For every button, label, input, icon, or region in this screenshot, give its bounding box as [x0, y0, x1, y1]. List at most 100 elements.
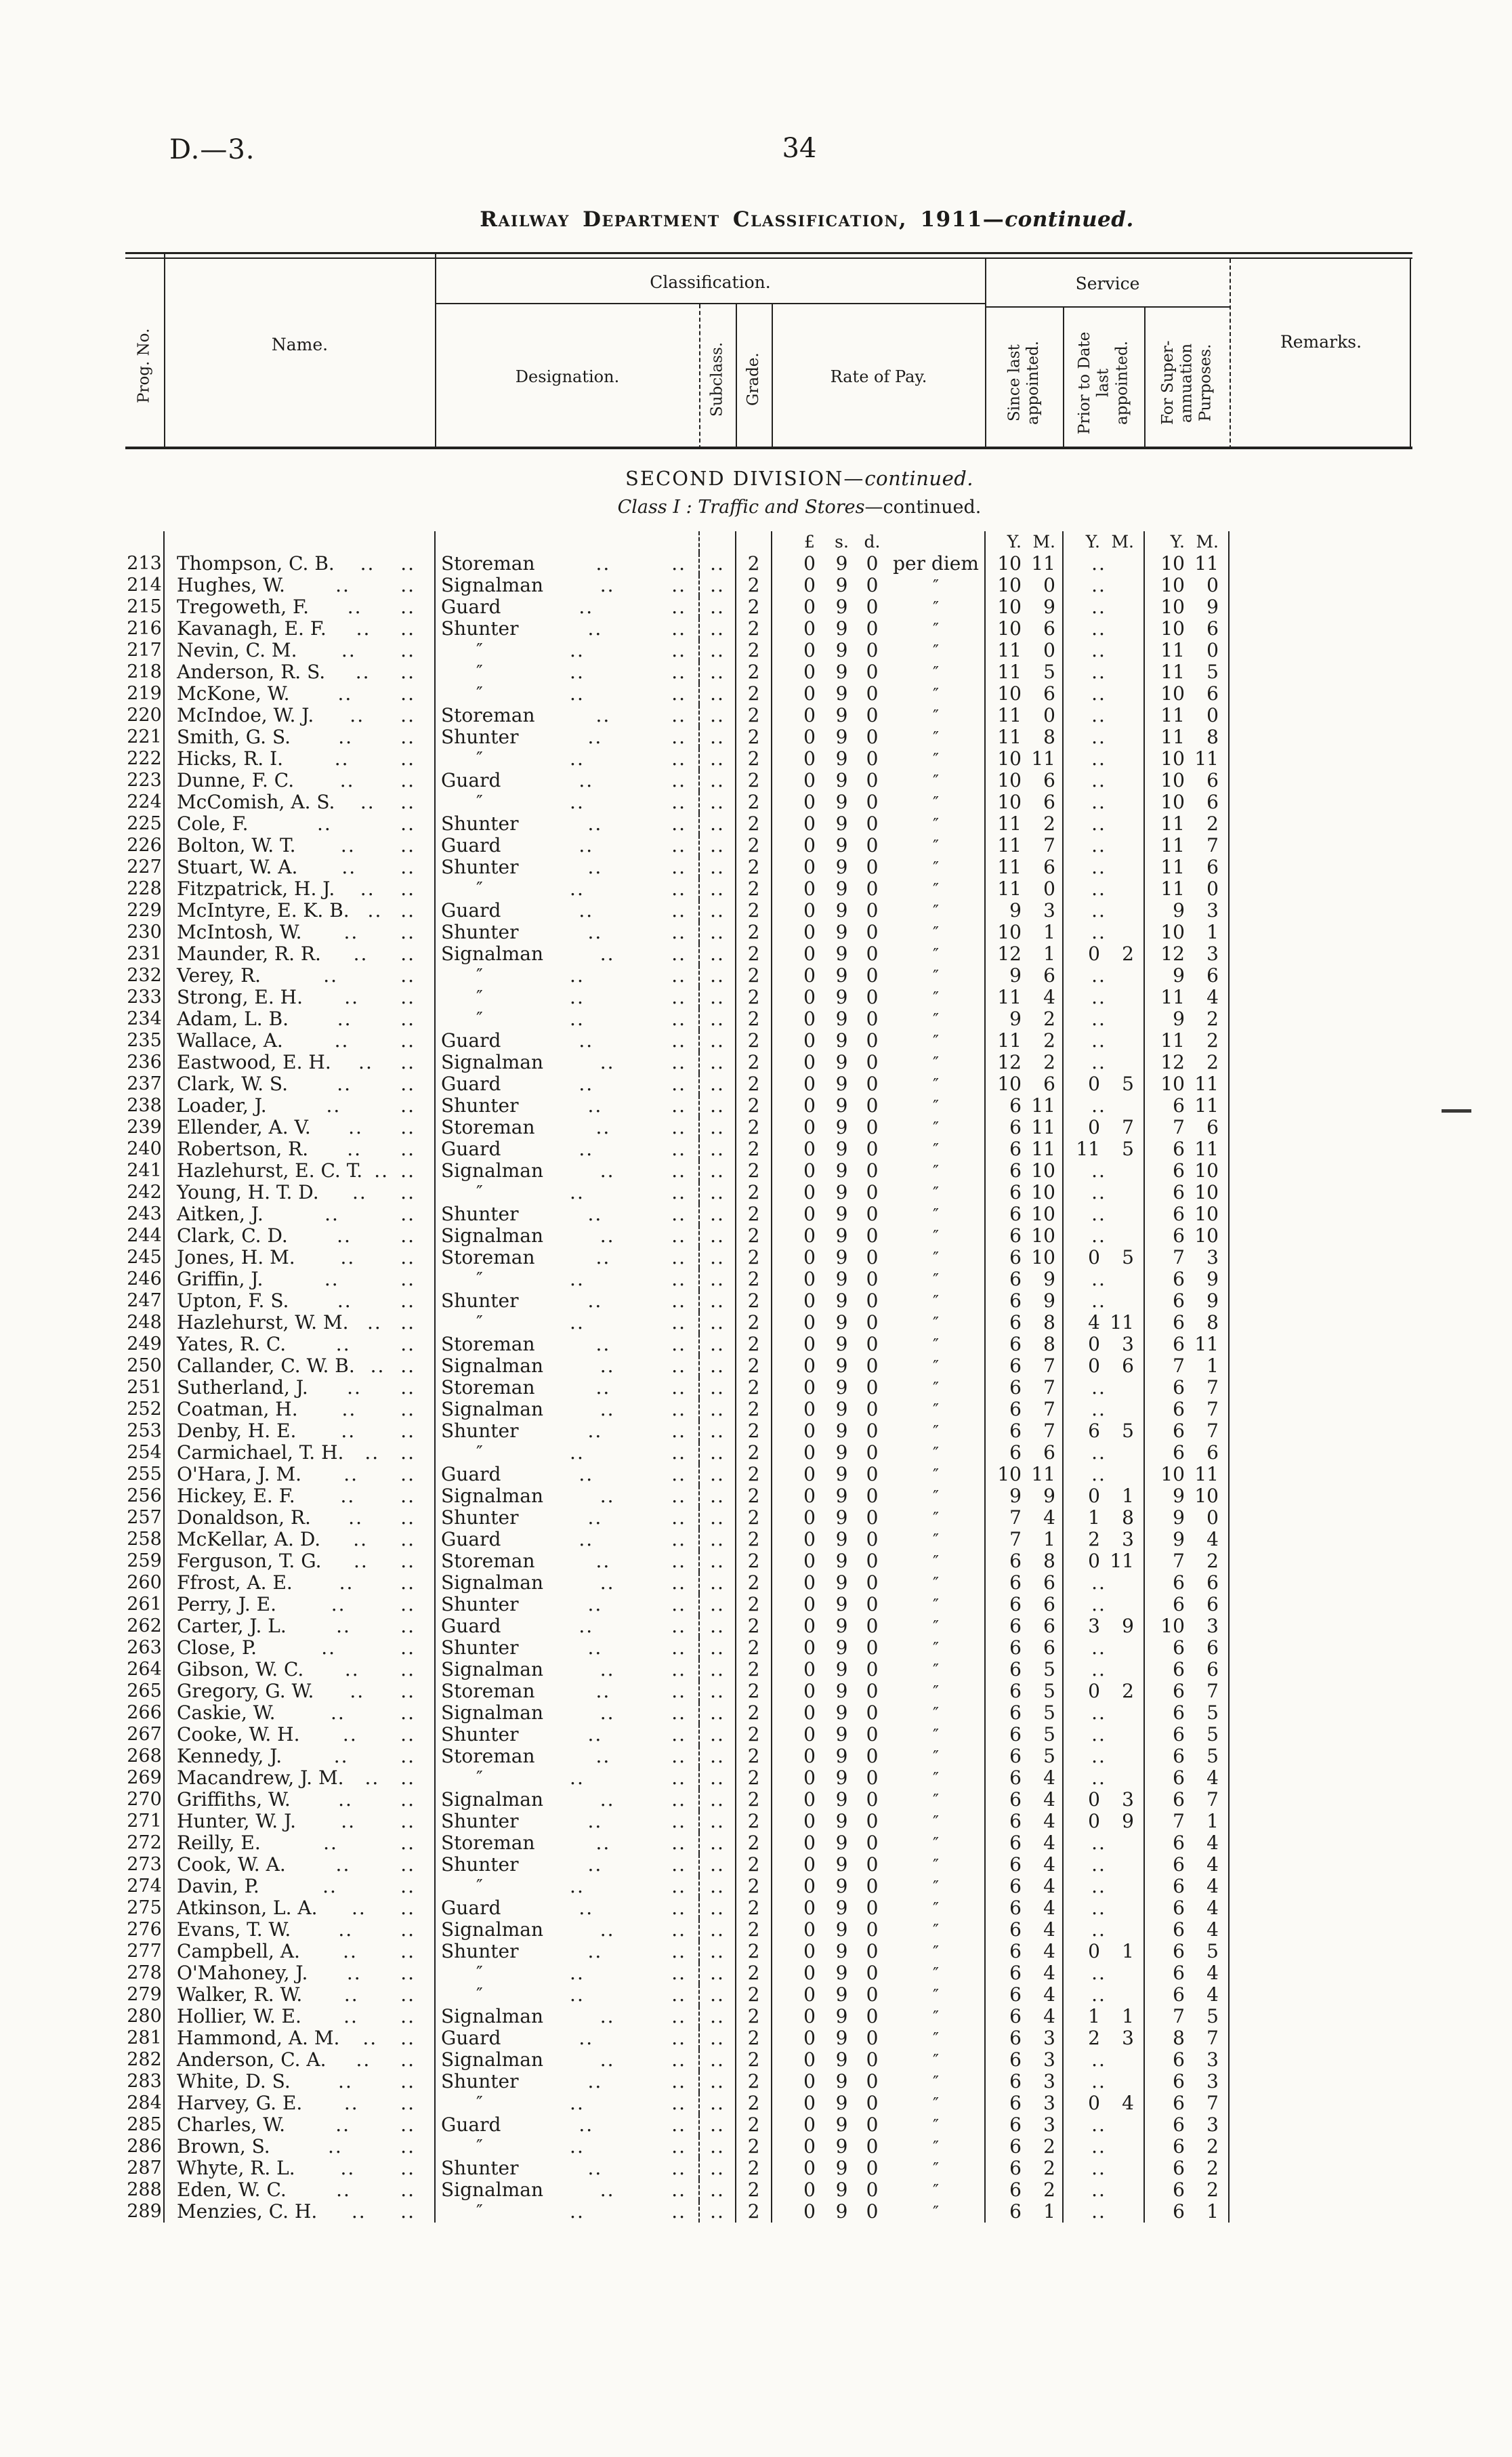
- rate-note: ″: [887, 1355, 984, 1377]
- rate-shillings: 9: [835, 813, 848, 835]
- prog-no-value: 218: [127, 661, 162, 682]
- cell-rate-of-pay: 0 9 0 ″: [772, 596, 986, 618]
- cell-service-prior: ..: [1064, 900, 1145, 922]
- prior-months: 7: [1122, 1117, 1134, 1138]
- cell-designation: ″....: [436, 1984, 700, 2006]
- prior-months: 1: [1122, 2006, 1134, 2027]
- leader-dots: ..: [335, 575, 350, 596]
- designation-value: Guard: [441, 835, 501, 856]
- cell-grade: 2: [736, 1550, 772, 1572]
- rate-shillings: 9: [835, 1876, 848, 1897]
- since-years: 10: [997, 575, 1022, 596]
- cell-name: Robertson, R.....: [165, 1138, 436, 1160]
- rate-pounds: 0: [803, 1919, 816, 1941]
- cell-service-superannuation: 11 2: [1145, 1030, 1230, 1052]
- leader-dots: ..: [579, 900, 594, 922]
- prog-no-value: 251: [127, 1377, 162, 1398]
- grade-value: 2: [747, 1312, 760, 1334]
- rate-pence: 0: [866, 1767, 879, 1789]
- designation-value: Storeman: [441, 1832, 535, 1854]
- table-row: 238 Loader, J..... Shunter...... 2 0 9 0 ″ 6 11..…: [125, 1095, 1412, 1117]
- prog-no-value: 269: [127, 1767, 162, 1788]
- rate-pounds: 0: [803, 1767, 816, 1789]
- rate-pounds: 0: [803, 661, 816, 683]
- cell-grade: 2: [736, 1702, 772, 1724]
- cell-service-since: 10 6: [986, 791, 1064, 813]
- rate-pence: 0: [866, 900, 879, 922]
- leader-dots: ..: [400, 965, 415, 987]
- super-years: 6: [1173, 1399, 1185, 1420]
- cell-remarks: [1230, 1334, 1412, 1355]
- leader-dots: ..: [338, 1919, 354, 1941]
- cell-service-since: 11 4: [986, 987, 1064, 1008]
- designation-value: Shunter: [441, 1203, 519, 1225]
- rate-pounds: 0: [803, 1529, 816, 1550]
- prior-empty-dots: ..: [1091, 1160, 1106, 1182]
- prior-empty-dots: ..: [1091, 770, 1106, 791]
- super-years: 6: [1173, 1702, 1185, 1724]
- since-months: 10: [1031, 1203, 1055, 1225]
- prior-empty-dots: ..: [1091, 1290, 1106, 1312]
- leader-dots: ..: [323, 965, 339, 987]
- leader-dots: ..: [710, 1442, 725, 1464]
- cell-service-superannuation: 11 6: [1145, 856, 1230, 878]
- rate-note: ″: [887, 1659, 984, 1680]
- since-years: 6: [1009, 1637, 1022, 1659]
- rate-note: ″: [887, 1832, 984, 1854]
- leader-dots: ..: [671, 575, 686, 596]
- leader-dots: ..: [710, 987, 725, 1008]
- table-row: 220 McIndoe, W. J..... Storeman...... 2 0 9 0 ″…: [125, 705, 1412, 726]
- cell-prog-no: 288: [125, 2179, 165, 2201]
- since-months: 10: [1031, 1182, 1055, 1203]
- leader-dots: ..: [400, 1897, 415, 1919]
- cell-remarks: [1230, 1138, 1412, 1160]
- rate-ditto-mark: ″: [933, 1574, 939, 1593]
- super-months: 1: [1206, 1811, 1219, 1832]
- grade-value: 2: [747, 640, 760, 661]
- since-years: 6: [1009, 2006, 1022, 2027]
- rate-note: ″: [887, 770, 984, 791]
- rate-pounds: 0: [803, 1637, 816, 1659]
- cell-rate-of-pay: 0 9 0 ″: [772, 2201, 986, 2223]
- rate-pence: 0: [866, 1724, 879, 1746]
- rate-pence: 0: [866, 770, 879, 791]
- cell-designation: Guard....: [436, 1138, 700, 1160]
- grade-value: 2: [747, 1052, 760, 1073]
- cell-service-superannuation: 6 10: [1145, 1182, 1230, 1203]
- cell-prog-no: 278: [125, 1962, 165, 1984]
- cell-grade: 2: [736, 705, 772, 726]
- prog-no-value: 235: [127, 1030, 162, 1051]
- since-years: 6: [1009, 1789, 1022, 1811]
- since-months: 7: [1043, 835, 1055, 856]
- leader-dots: ..: [710, 1268, 725, 1290]
- cell-name: Hickey, E. F.....: [165, 1485, 436, 1507]
- leader-dots: ..: [400, 878, 415, 900]
- super-months: 11: [1194, 553, 1219, 575]
- leader-dots: ..: [334, 748, 350, 770]
- prior-empty-dots: ..: [1091, 2179, 1106, 2201]
- cell-prog-no: 246: [125, 1268, 165, 1290]
- cell-name: Hollier, W. E.....: [165, 2006, 436, 2027]
- rate-pounds: 0: [803, 1941, 816, 1962]
- rate-note: ″: [887, 1030, 984, 1052]
- super-years: 11: [1160, 987, 1185, 1008]
- name-value: Ferguson, T. G.: [177, 1550, 322, 1572]
- cell-name: Whyte, R. L.....: [165, 2157, 436, 2179]
- leader-dots: ..: [337, 1290, 352, 1312]
- super-months: 3: [1206, 2049, 1219, 2071]
- prog-no-value: 256: [127, 1485, 162, 1506]
- leader-dots: ..: [595, 1117, 611, 1138]
- cell-remarks: [1230, 835, 1412, 856]
- since-months: 4: [1043, 987, 1055, 1008]
- leader-dots: ..: [400, 705, 415, 726]
- leader-dots: ..: [671, 1225, 686, 1247]
- grade-value: 2: [747, 900, 760, 922]
- cell-grade: 2: [736, 1312, 772, 1334]
- grade-value: 2: [747, 1811, 760, 1832]
- rate-pounds: 0: [803, 1268, 816, 1290]
- rate-pence: 0: [866, 835, 879, 856]
